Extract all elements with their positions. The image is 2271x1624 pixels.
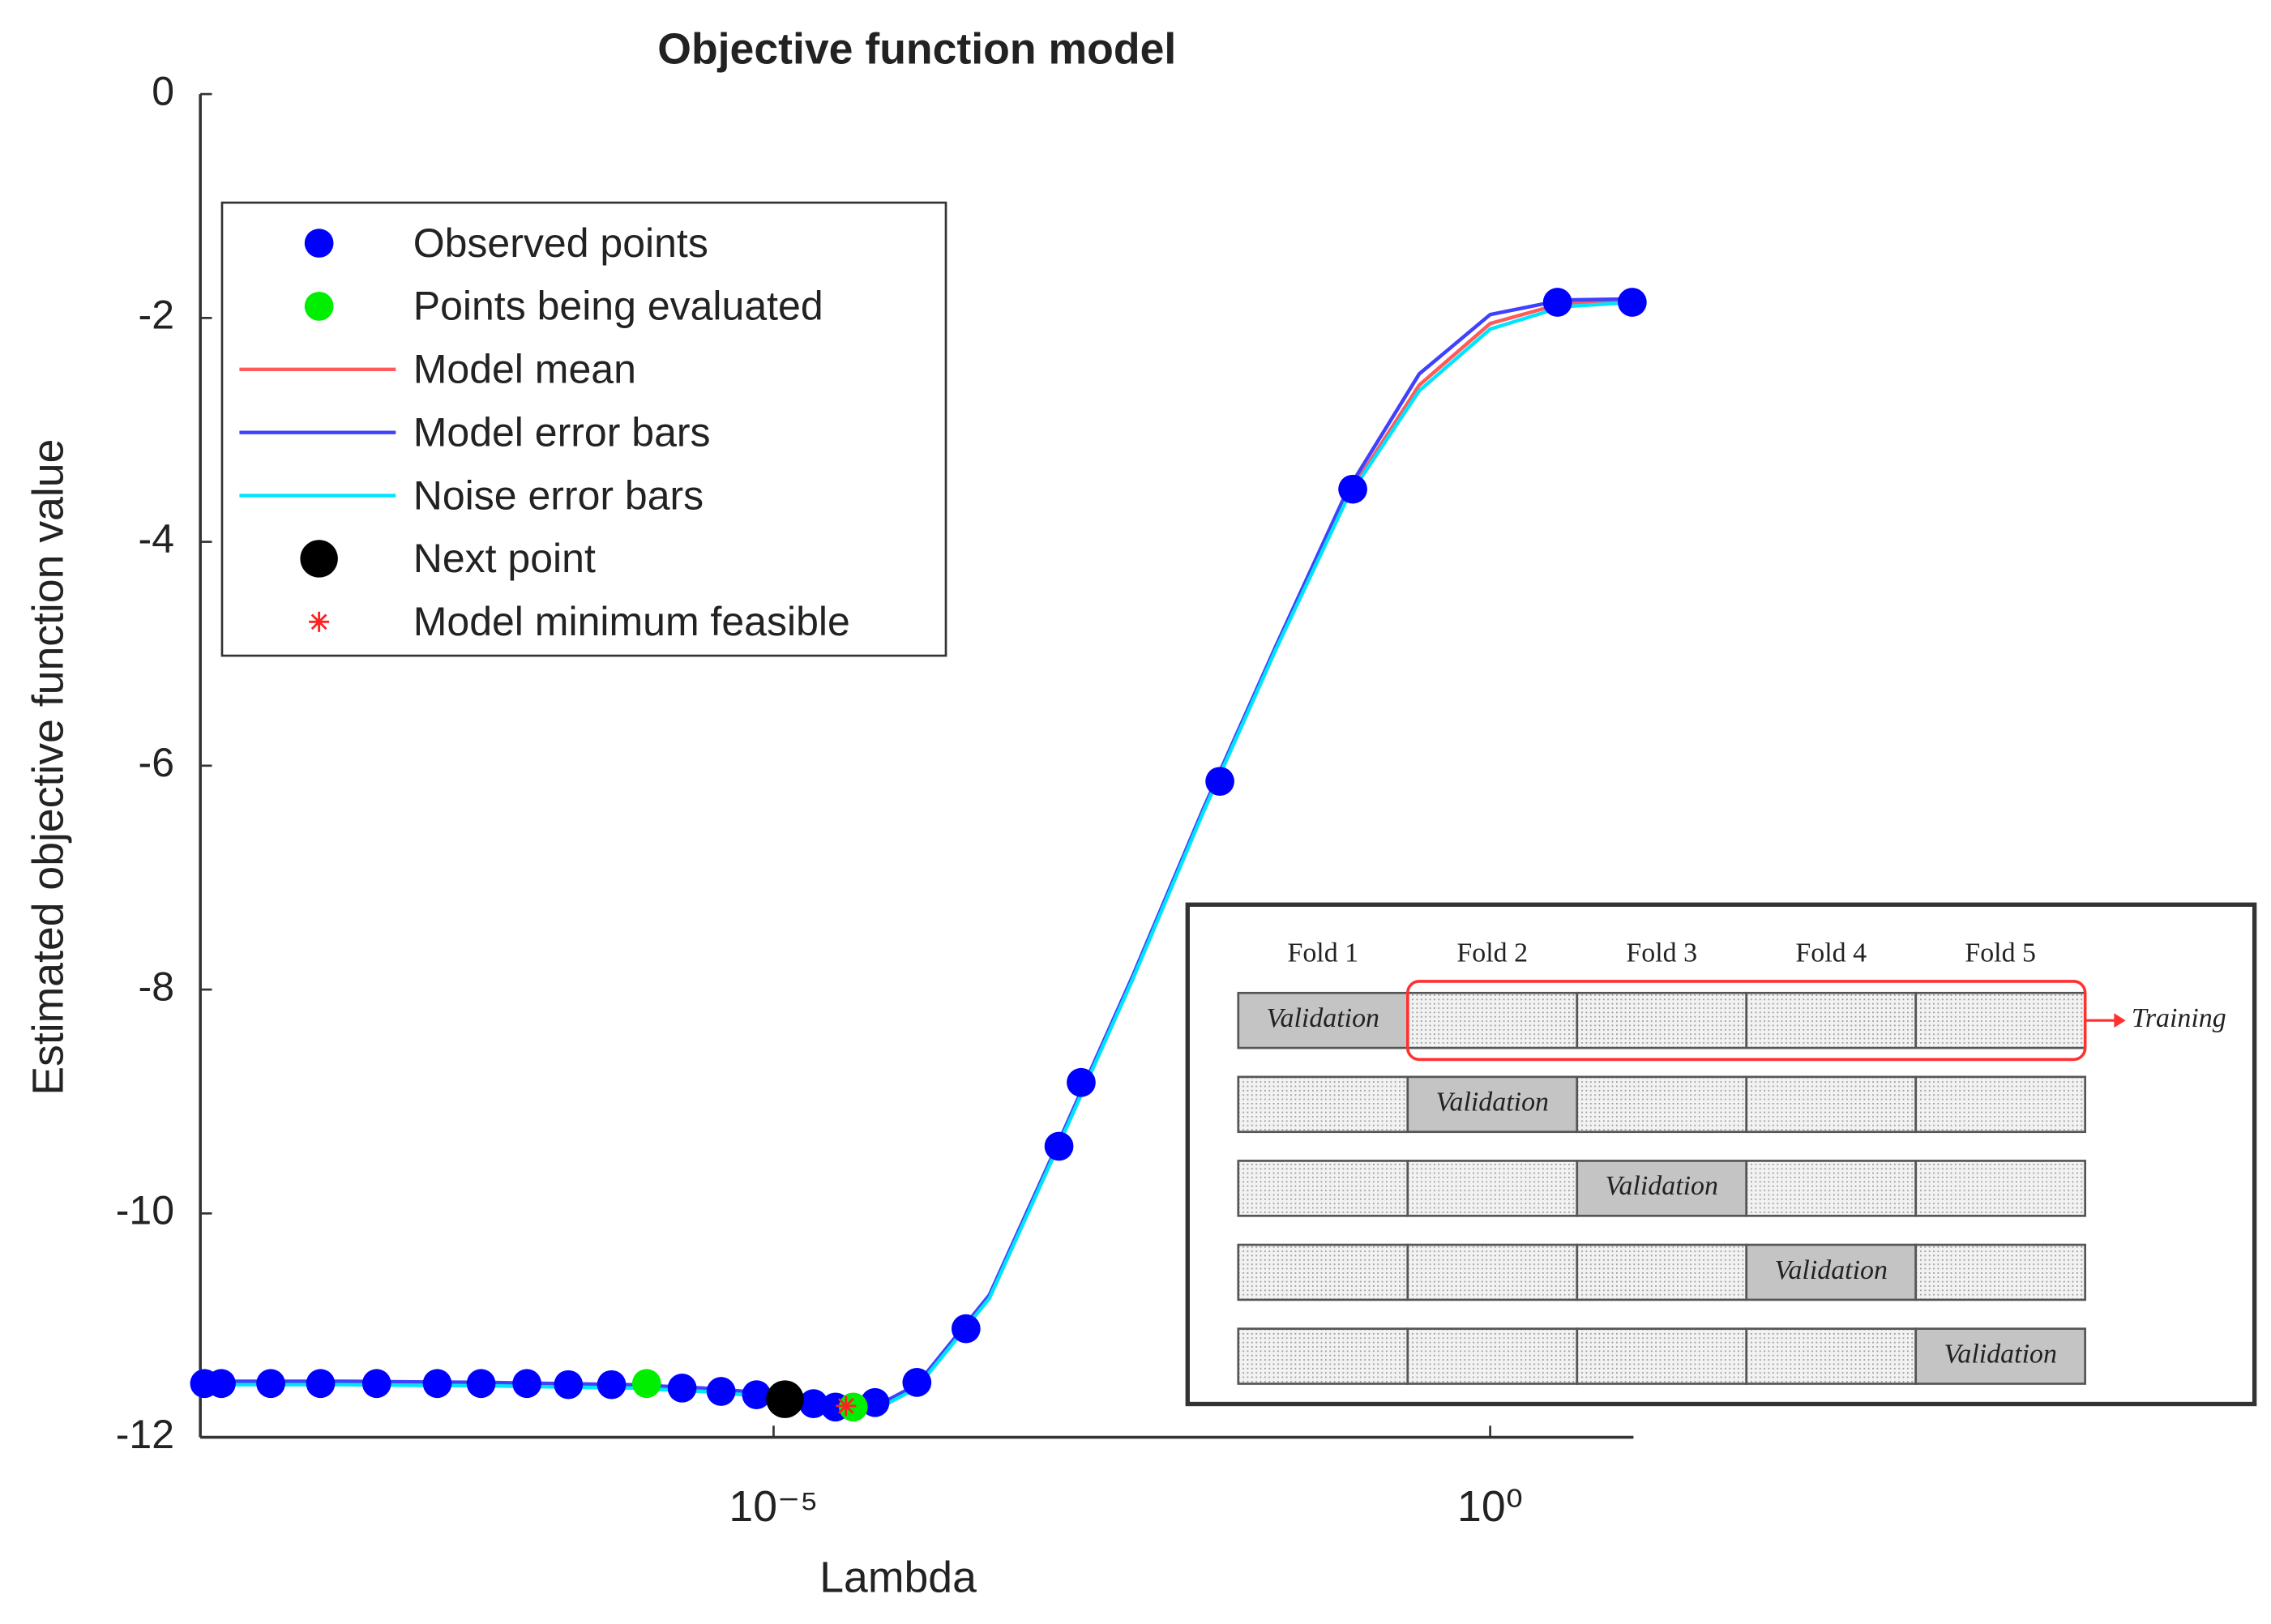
inset-frame	[1185, 902, 2257, 1407]
y-tick-label: -6	[139, 740, 174, 785]
legend-label: Model mean	[413, 347, 636, 392]
chart-title: Objective function model	[657, 24, 1176, 73]
legend-label: Observed points	[413, 220, 708, 266]
data-point	[902, 1368, 932, 1397]
training-cell	[1237, 1075, 1409, 1134]
validation-label: Validation	[1436, 1088, 1549, 1118]
validation-cell	[1237, 991, 1409, 1049]
data-point	[742, 1380, 772, 1409]
training-cell	[1576, 1327, 1748, 1385]
series-line	[200, 300, 1634, 1409]
training-cell	[1745, 1327, 1918, 1385]
training-cell	[1406, 1160, 1579, 1217]
data-point	[631, 1369, 661, 1399]
data-point	[466, 1369, 496, 1399]
data-point	[798, 1389, 828, 1419]
inset-diagram: Fold 1 Fold 2 Fold 3 Fold 4 Fold 5 Validation…	[1185, 902, 2257, 1407]
data-point	[1338, 474, 1367, 504]
legend-swatch	[304, 292, 334, 321]
x-tick-label: 10⁰	[1457, 1482, 1523, 1531]
y-tick-label: -2	[139, 293, 174, 338]
fold-label: Fold 4	[1795, 938, 1867, 968]
legend-label: Model minimum feasible	[413, 599, 850, 644]
training-cell	[1576, 1243, 1748, 1301]
training-cell	[1576, 1075, 1748, 1134]
training-cell	[1406, 991, 1579, 1049]
data-point	[951, 1314, 981, 1344]
fold-label: Fold 2	[1456, 938, 1528, 968]
data-point	[422, 1369, 452, 1399]
training-cell	[1914, 1160, 2087, 1217]
validation-label: Validation	[1944, 1339, 2056, 1369]
y-tick-label: -8	[139, 964, 174, 1009]
legend-swatch	[300, 540, 338, 578]
validation-label: Validation	[1606, 1171, 1718, 1201]
y-axis-label: Estimated objective function value	[24, 439, 72, 1096]
validation-cell	[1406, 1075, 1579, 1134]
training-arrowhead	[2114, 1013, 2126, 1028]
legend-label: Model error bars	[413, 409, 711, 455]
y-tick-label: -4	[139, 516, 174, 562]
training-cell	[1914, 1075, 2087, 1134]
data-point	[1067, 1067, 1096, 1097]
x-axis-label: Lambda	[819, 1553, 977, 1602]
star-marker	[836, 1395, 857, 1417]
legend-swatch	[304, 229, 334, 258]
fold-label: Fold 1	[1287, 938, 1358, 968]
training-label: Training	[2132, 1003, 2226, 1033]
data-point	[597, 1370, 627, 1400]
training-cell	[1745, 1075, 1918, 1134]
data-point	[1542, 288, 1572, 317]
legend-label: Next point	[413, 536, 596, 581]
data-point	[667, 1373, 697, 1403]
star-marker	[309, 611, 330, 632]
legend-box	[220, 201, 947, 657]
data-point	[207, 1369, 236, 1399]
y-tick-label: 0	[152, 68, 174, 113]
legend-label: Points being evaluated	[413, 284, 823, 329]
fold-label: Fold 5	[1965, 938, 2036, 968]
training-cell	[1914, 1243, 2087, 1301]
y-tick-label: -12	[116, 1412, 174, 1457]
validation-cell	[1914, 1327, 2087, 1385]
y-tick-label: -10	[116, 1188, 174, 1233]
data-point	[1205, 767, 1234, 797]
training-cell	[1745, 1160, 1918, 1217]
data-point	[1044, 1131, 1074, 1161]
validation-label: Validation	[1267, 1003, 1379, 1033]
validation-label: Validation	[1774, 1255, 1887, 1285]
training-cell	[1745, 991, 1918, 1049]
data-point	[306, 1369, 336, 1399]
training-cell	[1406, 1327, 1579, 1385]
data-point	[512, 1369, 541, 1399]
fold-label: Fold 3	[1626, 938, 1697, 968]
training-cell	[1237, 1160, 1409, 1217]
data-point	[766, 1380, 804, 1418]
training-cell	[1576, 991, 1748, 1049]
data-point	[554, 1370, 584, 1400]
data-point	[256, 1369, 285, 1399]
data-point	[361, 1369, 391, 1399]
star-stroke	[837, 1398, 854, 1414]
legend-label: Noise error bars	[413, 472, 704, 518]
data-point	[860, 1387, 890, 1417]
training-cell	[1237, 1243, 1409, 1301]
data-point	[1618, 288, 1647, 317]
legend: Observed points Points being evaluated Mod…	[220, 201, 947, 657]
training-cell	[1406, 1243, 1579, 1301]
data-point	[706, 1377, 736, 1406]
x-tick-label: 10⁻⁵	[729, 1482, 818, 1531]
training-cell	[1237, 1327, 1409, 1385]
star-stroke	[310, 613, 327, 630]
training-cell	[1914, 991, 2087, 1049]
validation-cell	[1576, 1160, 1748, 1217]
